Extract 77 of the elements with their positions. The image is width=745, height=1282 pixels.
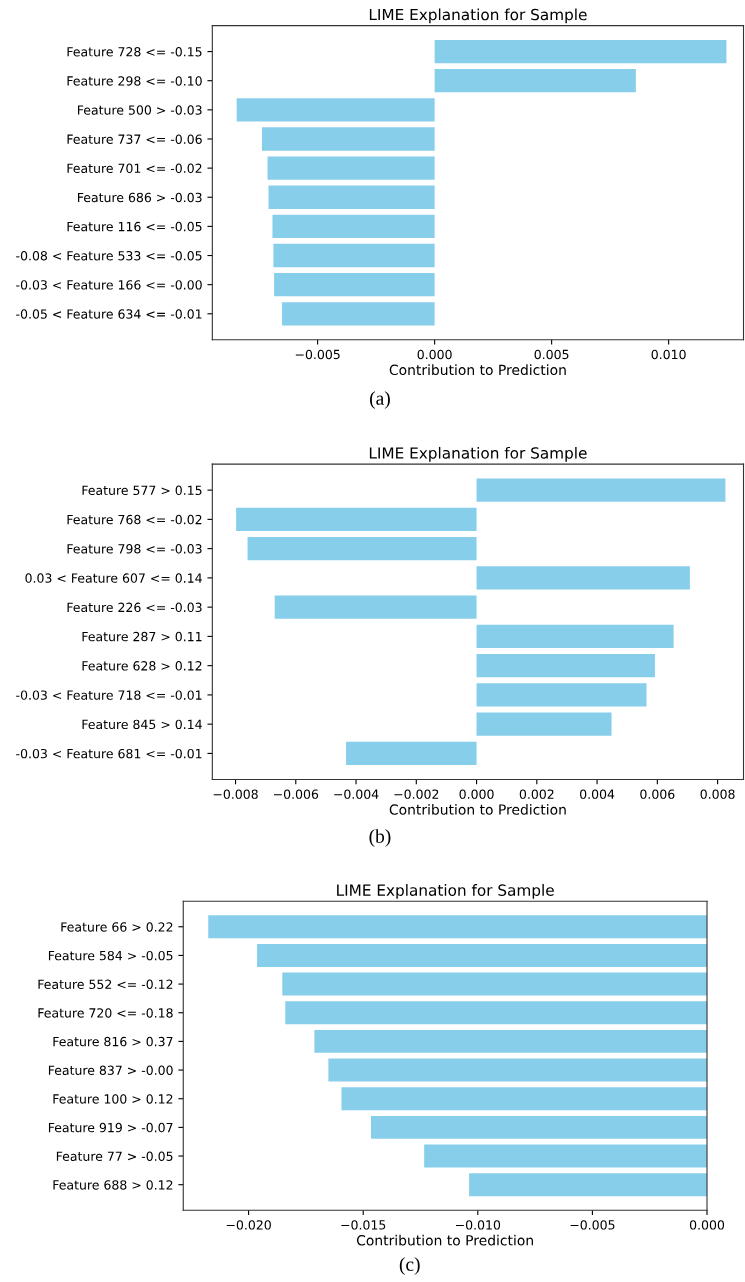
chart-title: LIME Explanation for Sample <box>369 446 587 462</box>
y-tick-label: -0.03 < Feature 718 <= -0.01 <box>16 690 202 700</box>
y-tick-label: -0.03 < Feature 166 <= -0.00 <box>16 280 202 290</box>
x-tick-label: −0.020 <box>226 1220 271 1230</box>
bar <box>476 624 674 649</box>
y-tick-label: Feature 552 <= -0.12 <box>38 979 173 989</box>
bar <box>261 127 435 151</box>
x-tick-label: 0.008 <box>700 789 735 799</box>
bar <box>282 302 435 326</box>
y-tick-label: Feature 845 > 0.14 <box>82 719 202 730</box>
y-tick-label: Feature 298 <= -0.10 <box>67 76 202 86</box>
bar <box>476 566 690 590</box>
y-tick-label: Feature 686 > -0.03 <box>78 192 202 203</box>
x-tick-label: 0.006 <box>640 789 675 799</box>
bar <box>273 243 435 268</box>
x-tick-label: 0.004 <box>580 789 615 799</box>
y-tick-label: Feature 226 <= -0.03 <box>67 602 202 613</box>
y-tick-label: Feature 77 > -0.05 <box>56 1151 173 1161</box>
y-tick-label: Feature 728 <= -0.15 <box>67 47 202 57</box>
bar <box>434 69 636 93</box>
y-tick-label: -0.03 < Feature 681 <= -0.01 <box>16 748 202 759</box>
y-tick-label: Feature 116 <= -0.05 <box>67 221 202 232</box>
text: (a) <box>370 391 390 409</box>
y-tick-label: Feature 798 <= -0.03 <box>67 544 202 554</box>
x-tick-label: −0.004 <box>334 789 379 799</box>
bar <box>274 595 477 619</box>
x-tick-label: −0.002 <box>394 789 439 799</box>
x-tick-label: 0.002 <box>519 789 554 799</box>
chart-title: LIME Explanation for Sample <box>369 8 587 24</box>
bar <box>476 478 726 502</box>
text: (c) <box>399 1257 420 1275</box>
y-tick-label: Feature 737 <= -0.06 <box>67 134 202 144</box>
chart-title: LIME Explanation for Sample <box>337 884 554 899</box>
x-tick-label: 0.005 <box>534 349 569 360</box>
y-tick-label: Feature 287 > 0.11 <box>82 631 202 642</box>
y-tick-label: 0.03 < Feature 607 <= 0.14 <box>25 573 202 583</box>
x-axis-title: Contribution to Prediction <box>389 364 566 376</box>
bar <box>476 712 612 736</box>
bar <box>434 39 727 64</box>
x-axis-title: Contribution to Prediction <box>356 1234 533 1246</box>
bar <box>476 653 655 678</box>
y-tick-label: Feature 100 > 0.12 <box>53 1094 173 1104</box>
y-tick-label: Feature 577 > 0.15 <box>82 485 202 496</box>
bar <box>272 214 435 239</box>
text: (b) <box>369 829 391 847</box>
x-tick-label: −0.005 <box>570 1220 615 1230</box>
y-tick-label: -0.08 < Feature 533 <= -0.05 <box>16 251 202 261</box>
bar <box>236 98 435 122</box>
y-tick-label: Feature 720 <= -0.18 <box>38 1008 173 1018</box>
x-tick-label: −0.005 <box>295 349 340 360</box>
x-tick-label: 0.000 <box>689 1220 725 1230</box>
y-tick-label: Feature 66 > 0.22 <box>61 922 173 932</box>
bar <box>247 536 477 561</box>
y-tick-label: Feature 688 > 0.12 <box>53 1180 173 1190</box>
bar <box>346 741 477 766</box>
x-tick-label: 0.000 <box>459 789 494 799</box>
bar <box>274 273 435 297</box>
y-tick-label: Feature 816 > 0.37 <box>53 1036 173 1047</box>
y-tick-label: Feature 584 > -0.05 <box>48 950 173 961</box>
x-tick-label: 0.010 <box>651 349 686 360</box>
x-tick-label: 0.000 <box>417 349 452 360</box>
x-axis-title: Contribution to Prediction <box>389 804 566 815</box>
x-tick-label: −0.006 <box>273 789 319 799</box>
y-tick-label: -0.05 < Feature 634 <= -0.01 <box>16 309 202 319</box>
x-tick-label: −0.010 <box>455 1220 501 1230</box>
bar <box>476 683 647 707</box>
y-tick-label: Feature 768 <= -0.02 <box>67 514 202 525</box>
y-tick-label: Feature 701 <= -0.02 <box>67 163 202 174</box>
x-tick-label: −0.008 <box>213 789 258 799</box>
bar <box>267 156 435 180</box>
y-tick-label: Feature 919 > -0.07 <box>48 1122 173 1133</box>
y-tick-label: Feature 837 > -0.00 <box>48 1065 173 1075</box>
y-tick-label: Feature 500 > -0.03 <box>78 105 202 115</box>
x-tick-label: −0.015 <box>341 1220 386 1230</box>
bar <box>236 507 477 532</box>
y-tick-label: Feature 628 > 0.12 <box>82 661 202 671</box>
bar <box>268 185 435 209</box>
